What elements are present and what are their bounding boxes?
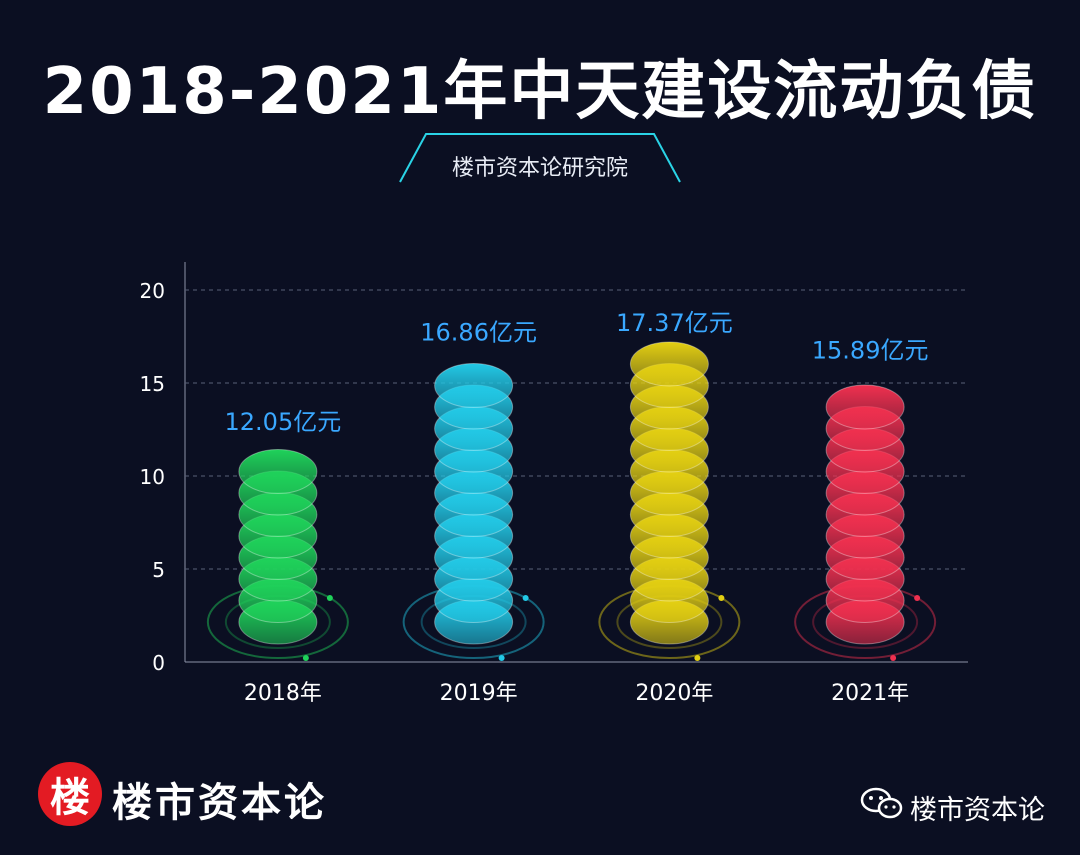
- x-tick-label: 2018年: [244, 681, 322, 706]
- subtitle-banner: 楼市资本论研究院: [0, 128, 1080, 198]
- y-tick-label: 10: [140, 465, 165, 489]
- bar-2019年: 16.86亿元 2019年: [402, 318, 545, 706]
- ring-dot: [326, 595, 333, 601]
- ring-dot: [718, 595, 725, 601]
- y-tick-label: 5: [152, 558, 165, 582]
- bar-disc: [238, 449, 318, 494]
- bar-disc: [434, 363, 514, 408]
- x-tick-label: 2019年: [440, 681, 518, 706]
- y-tick-label: 15: [140, 372, 165, 396]
- wechat-account-name: 楼市资本论: [910, 795, 1045, 826]
- data-label: 17.37亿元: [616, 309, 733, 337]
- bar-disc: [629, 341, 709, 387]
- data-label: 15.89亿元: [812, 336, 929, 364]
- data-label: 12.05亿元: [225, 408, 342, 436]
- brand-name: 楼市资本论: [112, 779, 327, 826]
- subtitle-frame: [100, 133, 980, 183]
- x-tick-label: 2020年: [635, 681, 713, 706]
- brand-logo: 楼: [38, 762, 102, 826]
- y-tick-label: 0: [152, 651, 165, 675]
- ring-dot: [498, 655, 505, 661]
- bar-disc: [825, 384, 905, 430]
- bar-2021年: 15.89亿元 2021年: [794, 336, 937, 706]
- ring-dot: [302, 655, 309, 661]
- ring-dot: [522, 595, 529, 601]
- bar-2020年: 17.37亿元 2020年: [598, 309, 741, 706]
- ring-dot: [914, 595, 921, 601]
- data-label: 16.86亿元: [420, 318, 537, 346]
- page-title: 2018-2021年中天建设流动负债: [42, 55, 1038, 129]
- ring-dot: [890, 655, 897, 661]
- y-tick-label: 20: [140, 279, 165, 303]
- wechat-icon: [860, 787, 903, 819]
- x-tick-label: 2021年: [831, 681, 909, 706]
- ring-dot: [694, 655, 701, 661]
- bar-2018年: 12.05亿元 2018年: [206, 408, 349, 706]
- subtitle-text: 楼市资本论研究院: [451, 156, 628, 181]
